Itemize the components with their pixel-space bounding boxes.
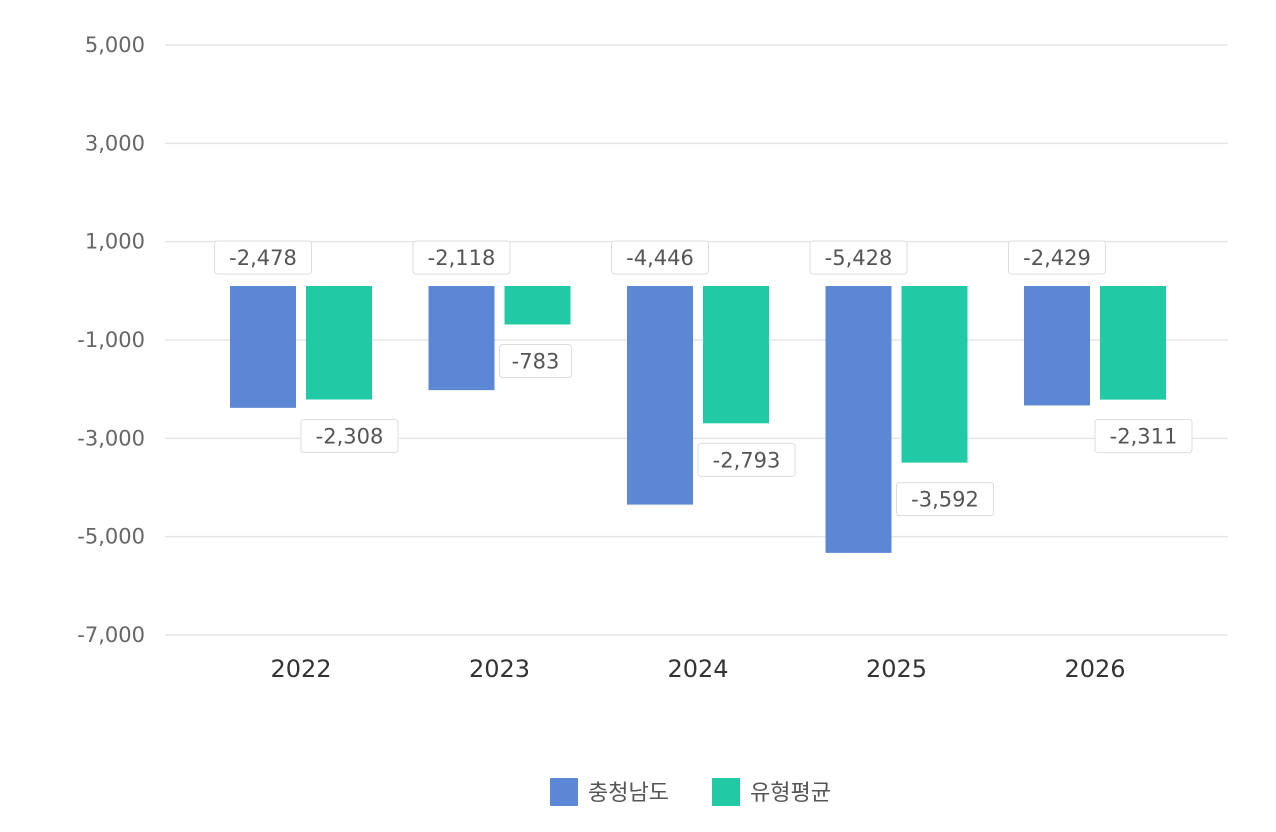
svg-text:-2,429: -2,429	[1023, 246, 1091, 270]
bar-series1	[1024, 286, 1090, 406]
legend: 충청남도 유형평균	[550, 778, 831, 806]
data-labels: -2,478 -2,308 -2,118 -783 -4,446 -2,793 -5,428…	[214, 240, 1193, 517]
bar-series2	[1100, 286, 1166, 400]
data-label: -2,308	[300, 418, 399, 453]
data-label: -2,429	[1008, 240, 1106, 275]
svg-text:-2,308: -2,308	[316, 424, 384, 448]
data-label: -4,446	[611, 240, 709, 275]
legend-label: 유형평균	[750, 781, 831, 806]
legend-swatch	[712, 778, 740, 806]
svg-text:-5,428: -5,428	[825, 246, 893, 270]
svg-text:-2,793: -2,793	[713, 448, 781, 472]
y-tick-label: -5,000	[77, 525, 145, 549]
bar-series2	[703, 286, 769, 424]
svg-text:-3,592: -3,592	[911, 488, 979, 512]
x-tick-label: 2026	[1064, 655, 1125, 683]
y-tick-label: 3,000	[85, 131, 145, 155]
svg-text:-4,446: -4,446	[626, 246, 694, 270]
legend-label: 충청남도	[588, 781, 669, 806]
x-tick-label: 2022	[270, 655, 331, 683]
svg-text:-783: -783	[512, 349, 560, 373]
data-label: -2,793	[697, 442, 796, 477]
bar-series2	[306, 286, 372, 400]
bars	[230, 286, 1166, 553]
data-label: -783	[499, 343, 572, 378]
y-axis: 5,000 3,000 1,000 -1,000 -3,000 -5,000 -7,000	[77, 33, 145, 647]
legend-item[interactable]: 유형평균	[712, 778, 831, 806]
legend-swatch	[550, 778, 578, 806]
data-label: -2,311	[1094, 419, 1193, 454]
bar-series1	[428, 286, 495, 391]
svg-text:-2,311: -2,311	[1110, 425, 1178, 449]
x-tick-label: 2024	[667, 655, 728, 683]
y-tick-label: 5,000	[85, 33, 145, 57]
data-label: -2,118	[412, 240, 511, 275]
y-tick-label: -1,000	[77, 328, 145, 352]
svg-text:-2,118: -2,118	[428, 246, 496, 270]
y-tick-label: -7,000	[77, 623, 145, 647]
legend-item[interactable]: 충청남도	[550, 778, 669, 806]
data-label: -5,428	[809, 240, 908, 275]
x-tick-label: 2023	[469, 655, 530, 683]
data-label: -3,592	[896, 482, 994, 517]
bar-series2	[504, 286, 571, 325]
bar-series1	[825, 286, 892, 553]
y-tick-label: -3,000	[77, 426, 145, 450]
bar-series1	[230, 286, 296, 408]
bar-series2	[901, 286, 968, 463]
bar-series1	[627, 286, 693, 505]
x-axis: 2022 2023 2024 2025 2026	[270, 655, 1125, 683]
x-tick-label: 2025	[866, 655, 927, 683]
data-label: -2,478	[214, 240, 312, 275]
y-tick-label: 1,000	[85, 230, 145, 254]
svg-text:-2,478: -2,478	[229, 246, 297, 270]
